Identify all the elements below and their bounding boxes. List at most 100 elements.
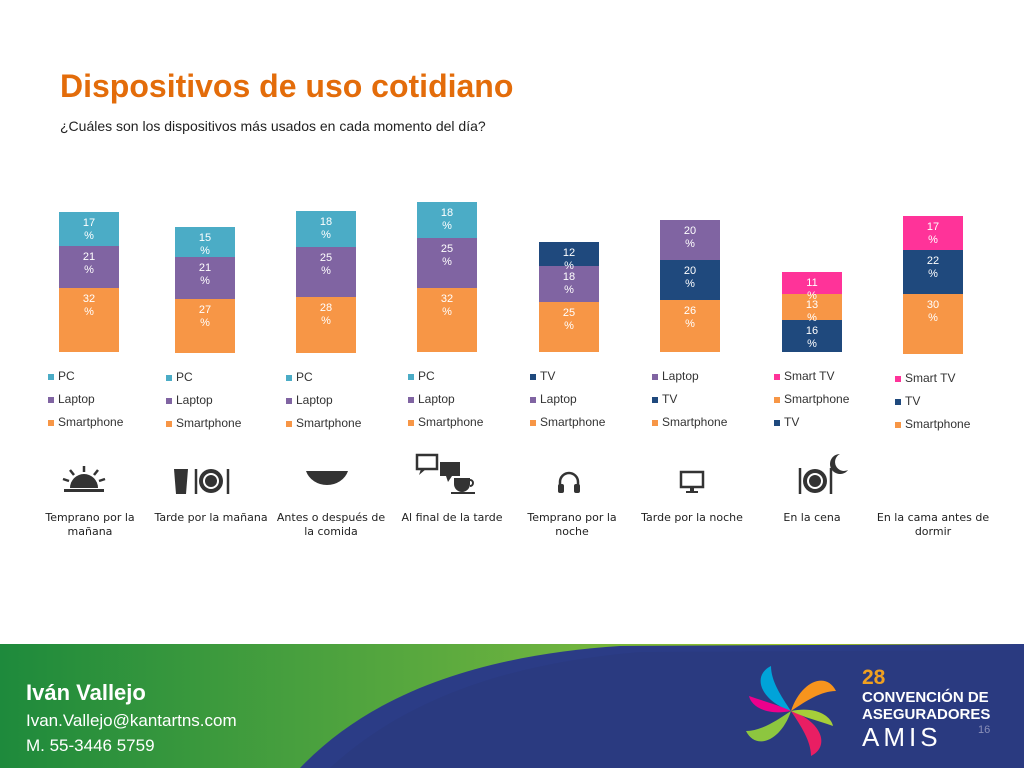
bar-value-label: 17% <box>927 221 939 246</box>
bar-segment-smartphone <box>59 288 119 352</box>
monitor-icon <box>679 470 705 493</box>
cup-plate-cutlery-icon <box>174 469 230 494</box>
bar-segment-laptop <box>539 266 599 302</box>
legend-swatch <box>895 399 901 405</box>
presenter-phone: M. 55-3446 5759 <box>26 736 155 755</box>
bar-value-label: 28% <box>320 302 332 327</box>
bar-value-label: 12% <box>563 247 575 272</box>
bar-segment-laptop <box>417 238 477 288</box>
caption-final-tarde: Al final de la tarde <box>401 511 503 524</box>
legend-swatch <box>48 420 54 426</box>
legend-swatch <box>286 375 292 381</box>
bar-value-label: 26% <box>684 305 696 330</box>
bar-segment-tv <box>903 250 963 294</box>
convention-number: 28 <box>862 666 886 689</box>
bar-segment-tv <box>539 242 599 266</box>
bar-segment-tv <box>660 260 720 300</box>
bar-segment-smartphone <box>175 299 235 353</box>
legend-label: Smart TV <box>905 371 955 385</box>
legend-label: TV <box>905 394 920 408</box>
legend-label: PC <box>296 370 313 384</box>
caption-comida: Antes o después de la comida <box>276 511 386 538</box>
legend-label: TV <box>662 392 677 406</box>
bar-segment-pc <box>175 227 235 257</box>
legend-swatch <box>530 420 536 426</box>
legend-label: Smartphone <box>176 416 242 430</box>
legend-label: Laptop <box>662 369 699 383</box>
bar-segment-pc <box>296 211 356 247</box>
bar-segment-smartphone <box>903 294 963 354</box>
legend-swatch <box>286 398 292 404</box>
bar-value-label: 25% <box>441 243 453 268</box>
dinner-moon-icon <box>798 454 848 494</box>
moon-icon <box>928 470 944 497</box>
legend-label: Laptop <box>540 392 577 406</box>
bar-segment-smart-tv <box>903 216 963 250</box>
convention-line-1: CONVENCIÓN DE <box>862 689 989 706</box>
legend-label: Laptop <box>418 392 455 406</box>
bar-value-label: 21% <box>199 262 211 287</box>
legend-swatch <box>166 375 172 381</box>
legend-label: Laptop <box>296 393 333 407</box>
legend-label: Smartphone <box>296 416 362 430</box>
legend-label: TV <box>784 415 799 429</box>
bar-segment-laptop <box>660 220 720 260</box>
legend-swatch <box>895 422 901 428</box>
legend-swatch <box>774 374 780 380</box>
bar-value-label: 15% <box>199 232 211 257</box>
bar-value-label: 11% <box>806 277 817 302</box>
bar-segment-laptop <box>175 257 235 299</box>
legend-label: Smartphone <box>662 415 728 429</box>
bar-segment-smartphone <box>782 294 842 320</box>
legend-swatch <box>408 397 414 403</box>
bar-value-label: 22% <box>927 255 939 280</box>
bar-segment-laptop <box>59 246 119 288</box>
presenter-email: Ivan.Vallejo@kantartns.com <box>26 711 237 730</box>
legend-label: Smartphone <box>418 415 484 429</box>
caption-temprano-noche: Temprano por la noche <box>527 511 617 538</box>
convention-line-2: ASEGURADORES <box>862 706 991 723</box>
bar-segment-smartphone <box>539 302 599 352</box>
bar-value-label: 20% <box>684 225 696 250</box>
legend-swatch <box>530 397 536 403</box>
bar-segment-laptop <box>296 247 356 297</box>
bowl-icon <box>306 471 348 486</box>
bar-segment-smart-tv <box>782 272 842 294</box>
legend-label: Smartphone <box>540 415 606 429</box>
bar-value-label: 16% <box>806 325 818 350</box>
footer-banner <box>0 644 1024 768</box>
bar-value-label: 20% <box>684 265 696 290</box>
bar-value-label: 21% <box>83 251 95 276</box>
bar-segment-smartphone <box>660 300 720 352</box>
bar-segment-pc <box>417 202 477 238</box>
legend-swatch <box>166 398 172 404</box>
page-title: Dispositivos de uso cotidiano <box>60 68 514 104</box>
caption-cena: En la cena <box>783 511 841 524</box>
legend-label: TV <box>540 369 555 383</box>
legend-label: Laptop <box>176 393 213 407</box>
bar-value-label: 13% <box>806 299 818 324</box>
convention-brand: AMIS <box>862 722 942 752</box>
legend-swatch <box>652 374 658 380</box>
legend-swatch <box>408 374 414 380</box>
legend-label: Smart TV <box>784 369 834 383</box>
legend-swatch <box>652 397 658 403</box>
bar-value-label: 18% <box>320 216 332 241</box>
legend-swatch <box>652 420 658 426</box>
legend-swatch <box>530 374 536 380</box>
sunrise-icon <box>62 466 106 492</box>
bar-value-label: 18% <box>563 271 575 296</box>
legend-label: Smartphone <box>58 415 124 429</box>
legend-swatch <box>48 374 54 380</box>
legend-swatch <box>166 421 172 427</box>
legend-swatch <box>895 376 901 382</box>
bar-value-label: 32% <box>441 293 453 318</box>
legend-swatch <box>48 397 54 403</box>
bar-segment-smartphone <box>296 297 356 353</box>
legend-label: PC <box>58 369 75 383</box>
page-subtitle: ¿Cuáles son los dispositivos más usados … <box>60 118 486 134</box>
bar-value-label: 18% <box>441 207 453 232</box>
caption-tarde-manana: Tarde por la mañana <box>154 511 268 524</box>
caption-tarde-noche: Tarde por la noche <box>641 511 743 524</box>
presenter-name: Iván Vallejo <box>26 680 146 705</box>
